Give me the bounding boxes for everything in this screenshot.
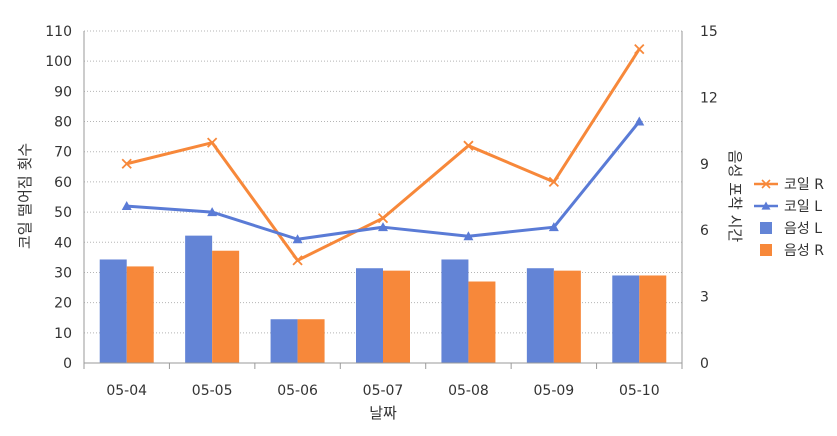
bar: [99, 259, 127, 363]
bar: [356, 268, 383, 363]
bar: [553, 270, 581, 363]
x-tick-label: 05-10: [619, 383, 660, 399]
marker-x: [121, 158, 132, 169]
y-left-tick-label: 10: [54, 326, 72, 342]
y-right-tick-label: 15: [700, 24, 718, 40]
marker-triangle: [292, 234, 303, 244]
y-right-tick-label: 3: [700, 290, 709, 306]
x-tick-label: 05-07: [363, 383, 404, 399]
y-left-tick-label: 20: [54, 296, 72, 312]
marker-x: [207, 137, 218, 148]
marker-x: [377, 212, 389, 224]
bar: [639, 275, 667, 363]
marker-x: [548, 176, 559, 188]
y-left-tick-label: 40: [54, 235, 72, 251]
y-left-tick-label: 90: [54, 84, 72, 100]
y-right-tick-label: 6: [700, 223, 709, 239]
axes: 0 10 20 30 40 50 60 70 80 90 100 110 0 3 6 9 12 15 05-04 05…: [45, 24, 718, 399]
legend: 코일 R 코일 L 음성 L 음성 R: [754, 177, 824, 259]
x-tick-label: 05-05: [192, 383, 233, 399]
y-left-tick-label: 80: [54, 115, 72, 131]
line-series: [121, 43, 645, 266]
x-tick-label: 05-04: [106, 383, 147, 399]
bar-series: [99, 235, 667, 363]
y-axis-right-title: 음성 포착 시간: [726, 150, 744, 243]
marker-x: [463, 140, 474, 151]
x-tick-label: 05-09: [534, 383, 575, 399]
y-right-tick-label: 9: [700, 157, 709, 173]
legend-marker-x: [761, 179, 771, 189]
bar: [612, 275, 640, 363]
marker-triangle: [634, 116, 645, 126]
bar: [441, 259, 469, 363]
y-left-tick-label: 70: [54, 145, 72, 161]
y-axis-left-title: 코일 떨어짐 횟수: [16, 143, 34, 249]
bar: [185, 235, 213, 363]
legend-marker-triangle: [761, 201, 771, 210]
grid-lines: [84, 30, 682, 334]
x-tick-label: 05-06: [277, 383, 318, 399]
marker-triangle: [207, 207, 218, 217]
bar: [297, 319, 325, 363]
y-left-tick-label: 30: [54, 265, 72, 281]
y-right-tick-label: 12: [700, 90, 718, 106]
legend-swatch: [760, 244, 772, 256]
y-left-tick-label: 50: [54, 205, 72, 221]
y-left-tick-label: 110: [45, 24, 72, 40]
y-left-tick-label: 60: [54, 175, 72, 191]
marker-x: [634, 43, 645, 55]
marker-x: [292, 255, 303, 266]
marker-triangle: [463, 231, 474, 241]
marker-triangle: [378, 222, 388, 232]
bar: [212, 250, 240, 363]
y-left-tick-label: 0: [63, 356, 72, 372]
x-axis-title: 날짜: [369, 404, 397, 422]
bar: [383, 270, 410, 363]
marker-triangle: [121, 201, 132, 211]
legend-label: 코일 R: [784, 177, 824, 193]
legend-label: 음성 R: [784, 243, 824, 259]
marker-triangle: [548, 222, 559, 232]
legend-swatch: [760, 222, 772, 234]
legend-label: 코일 L: [784, 199, 822, 215]
x-tick-label: 05-08: [448, 383, 489, 399]
bar: [126, 266, 154, 363]
bar: [468, 281, 496, 363]
y-right-tick-label: 0: [700, 356, 709, 372]
bar: [526, 268, 554, 363]
legend-label: 음성 L: [784, 221, 822, 237]
series-line: [126, 120, 641, 241]
bar: [270, 319, 298, 363]
y-left-tick-label: 100: [45, 54, 72, 70]
